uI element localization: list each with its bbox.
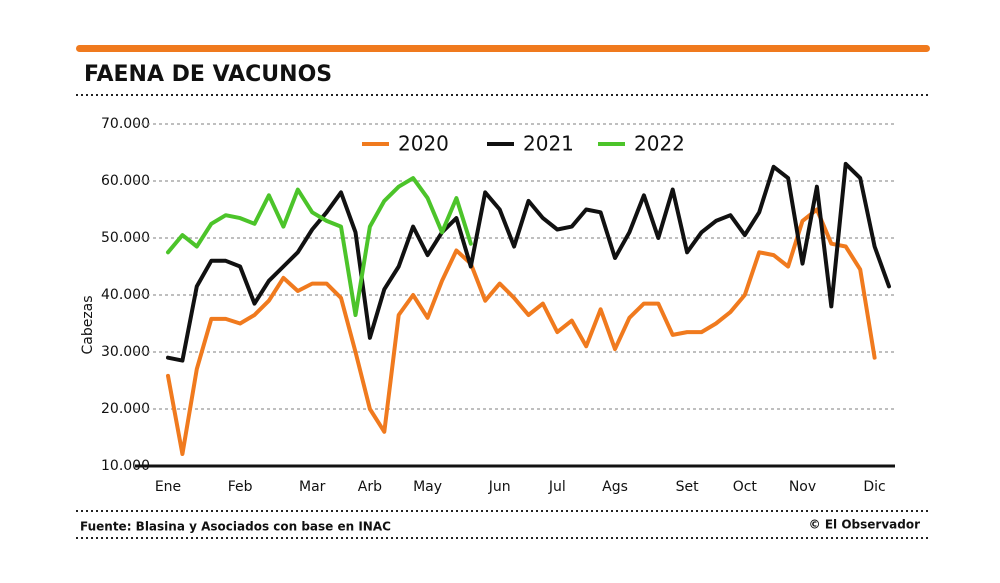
legend-label: 2022: [634, 132, 685, 156]
x-tick-label: Ags: [602, 479, 628, 495]
y-tick-label: 70.000: [101, 116, 150, 132]
x-tick-label: Jun: [488, 479, 511, 495]
y-tick-label: 60.000: [101, 173, 150, 189]
x-tick-label: Mar: [299, 479, 326, 495]
y-tick-label: 30.000: [101, 344, 150, 360]
x-tick-label: Dic: [863, 479, 885, 495]
y-tick-label: 50.000: [101, 230, 150, 246]
credit: © El Observador: [809, 518, 920, 532]
x-tick-label: Arb: [358, 479, 382, 495]
x-tick-label: Oct: [733, 479, 758, 495]
y-tick-label: 20.000: [101, 401, 150, 417]
y-axis-label: Cabezas: [80, 295, 96, 354]
series-line: [166, 176, 473, 317]
x-tick-label: Feb: [228, 479, 253, 495]
x-tick-label: Nov: [789, 479, 816, 495]
source: Fuente: Blasina y Asociados con base en …: [80, 520, 391, 534]
x-tick-label: Jul: [548, 479, 566, 495]
top-bar: [76, 45, 930, 52]
x-tick-label: Set: [676, 479, 700, 495]
series-line: [166, 161, 891, 363]
series-line: [166, 207, 877, 456]
x-tick-label: May: [413, 479, 442, 495]
legend-label: 2020: [398, 132, 449, 156]
legend-label: 2021: [523, 132, 574, 156]
y-tick-label: 10.000: [101, 458, 150, 474]
y-tick-label: 40.000: [101, 287, 150, 303]
x-tick-label: Ene: [155, 479, 181, 495]
chart-title: FAENA DE VACUNOS: [84, 62, 332, 87]
